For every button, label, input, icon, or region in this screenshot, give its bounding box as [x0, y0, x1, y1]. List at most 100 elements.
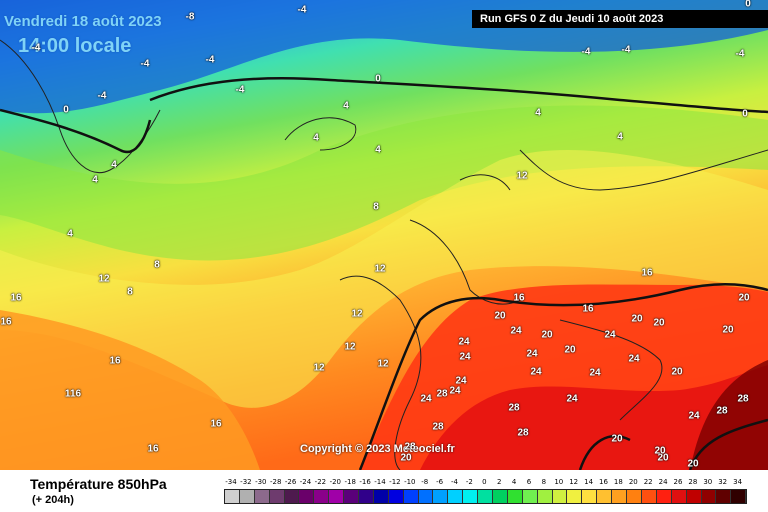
isotherm-label: 24: [420, 393, 432, 405]
scale-value: 24: [658, 478, 668, 486]
scale-swatch: [448, 490, 464, 503]
run-info: Run GFS 0 Z du Jeudi 10 août 2023: [472, 10, 768, 28]
scale-swatch: [284, 490, 300, 503]
scale-swatch: [686, 490, 702, 503]
isotherm-label: -4: [297, 4, 307, 16]
scale-value: 0: [482, 478, 487, 486]
isotherm-label: 8: [127, 286, 133, 298]
cold-zone-top: [0, 0, 768, 114]
isotherm-label: 16: [10, 292, 22, 304]
isotherm-label: 20: [631, 313, 643, 325]
isotherm-label: 24: [589, 367, 601, 379]
isotherm-label: 0: [745, 0, 751, 10]
scale-value: 16: [599, 478, 608, 486]
isotherm-label: 12: [516, 170, 528, 182]
isotherm-label: -4: [581, 46, 591, 58]
scale-value: -34: [225, 478, 237, 486]
scale-value: -14: [374, 478, 386, 486]
yellow-band: [0, 150, 768, 408]
isotherm-label: 28: [404, 441, 416, 453]
isotherm-label: -8: [185, 11, 195, 23]
isotherm-label: 16: [641, 267, 653, 279]
scale-swatch: [493, 490, 508, 503]
scale-swatch: [656, 490, 672, 503]
isotherm-label: 12: [344, 341, 356, 353]
isotherm-label: 4: [313, 132, 319, 144]
isotherm-label: 0: [375, 73, 381, 85]
isotherm-label: 24: [530, 366, 542, 378]
scale-value: 2: [496, 478, 502, 486]
scale-swatch: [299, 490, 315, 503]
isotherm-label: -4: [31, 42, 41, 54]
scale-swatch: [269, 490, 285, 503]
isotherm-label: 20: [564, 344, 576, 356]
isotherm-label: 20: [654, 445, 666, 457]
isotherm-label: 20: [687, 458, 699, 470]
green-band: [0, 105, 768, 261]
isotherm-label: 20: [653, 317, 665, 329]
scale-swatch: [403, 490, 419, 503]
scale-value: -28: [269, 478, 282, 486]
isotherm-label: -4: [205, 54, 215, 66]
forecast-time: 14:00 locale: [18, 35, 132, 57]
isotherm-label: 12: [351, 308, 363, 320]
scale-value: 6: [526, 478, 532, 486]
isotherm-label: 24: [566, 393, 578, 405]
forecast-step: (+ 204h): [32, 494, 74, 506]
isotherm-label: -4: [735, 48, 745, 60]
isotherm-label: 20: [671, 366, 683, 378]
temperature-map: Vendredi 18 août 2023 14:00 locale Run G…: [0, 0, 768, 470]
isotherm-label: 0: [742, 108, 748, 120]
isotherm-label: 28: [508, 402, 520, 414]
scale-value: -16: [359, 478, 371, 486]
scale-swatch: [582, 490, 598, 503]
very-hot-region: [420, 365, 768, 470]
isotherm-label: 8: [154, 259, 160, 271]
scale-value: -20: [329, 478, 342, 486]
isotherm-label: 24: [688, 410, 700, 422]
color-scale-labels: -34 -32 -30 -28 -26 -24 -22 -20 -18 -16 -14 -12 -10-…: [224, 478, 746, 488]
scale-value: -10: [404, 478, 416, 486]
isotherm-label: 28: [432, 421, 444, 433]
isotherm-label: 24: [526, 348, 538, 360]
scale-value: -22: [314, 478, 327, 486]
isotherm-label: 16: [109, 355, 121, 367]
scale-swatch: [359, 490, 374, 503]
isotherm-label: 20: [494, 310, 506, 322]
isotherm-label: 4: [92, 174, 98, 186]
scale-swatch: [418, 490, 434, 503]
field-name: Température 850hPa: [30, 476, 167, 492]
scale-swatch: [641, 490, 657, 503]
isotherm-label: 20: [738, 292, 750, 304]
scale-value: -24: [299, 478, 312, 486]
isotherm-label: 28: [737, 393, 749, 405]
isotherm-label: 116: [64, 388, 82, 400]
color-scale-bar: [224, 489, 748, 504]
isotherm-label: -4: [97, 90, 107, 102]
scale-value: 34: [733, 478, 743, 486]
footer: Température 850hPa (+ 204h) -34 -32 -30 -28…: [0, 470, 768, 512]
scale-value: 20: [628, 478, 638, 486]
scale-swatch: [701, 490, 717, 503]
isotherm-label: 16: [582, 303, 594, 315]
scale-value: -12: [389, 478, 401, 486]
isotherm-label: 4: [617, 131, 623, 143]
scale-value: 8: [541, 478, 547, 486]
scale-value: 30: [703, 478, 713, 486]
isotherm-label: 24: [455, 375, 467, 387]
scale-value: 26: [673, 478, 683, 486]
isotherm-label: 4: [343, 100, 349, 112]
copyright-text: Copyright © 2023 Meteociel.fr: [300, 443, 455, 455]
scale-value: 18: [613, 478, 623, 486]
isotherm-label: 28: [436, 388, 448, 400]
map-canvas: [0, 0, 768, 470]
isotherm-label: 12: [313, 362, 325, 374]
isotherm-label: 16: [0, 316, 12, 328]
isotherm-label: 12: [377, 358, 389, 370]
scale-value: 10: [554, 478, 564, 486]
isotherm-label: 28: [517, 427, 529, 439]
scale-swatch: [552, 490, 568, 503]
isotherm-label: 24: [628, 353, 640, 365]
scale-swatch: [239, 490, 255, 503]
isotherm-label: -4: [140, 58, 150, 70]
